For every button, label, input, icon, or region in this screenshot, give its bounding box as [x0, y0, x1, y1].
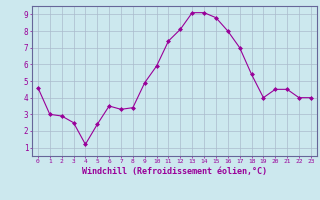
X-axis label: Windchill (Refroidissement éolien,°C): Windchill (Refroidissement éolien,°C): [82, 167, 267, 176]
